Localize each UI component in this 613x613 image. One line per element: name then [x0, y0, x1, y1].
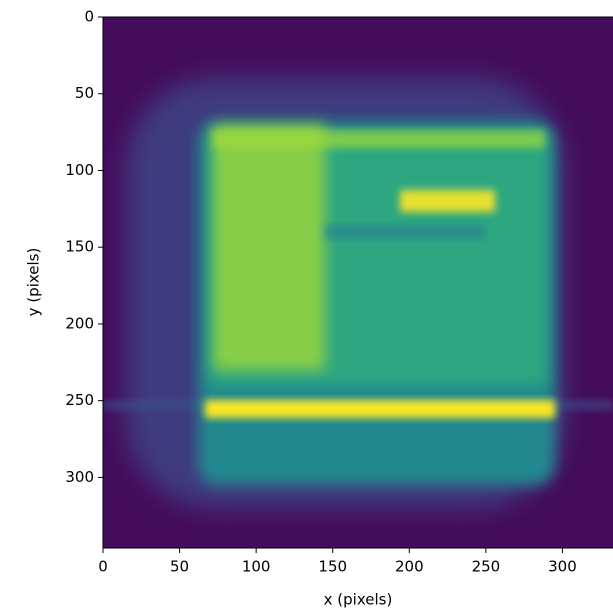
y-axis-label: y (pixels) — [25, 248, 43, 317]
x-tick-label: 0 — [98, 558, 108, 576]
x-tick-label: 250 — [472, 558, 501, 576]
x-tick-label: 150 — [318, 558, 347, 576]
x-axis-label: x (pixels) — [324, 591, 393, 609]
image-spot — [400, 190, 495, 212]
x-tick-label: 100 — [242, 558, 271, 576]
y-tick-label: 150 — [65, 238, 94, 256]
y-tick-label: 200 — [65, 314, 94, 332]
image-stripe — [213, 130, 545, 148]
image-dark-band — [325, 225, 485, 239]
x-tick-label: 200 — [395, 558, 424, 576]
x-tick-label: 50 — [170, 558, 189, 576]
image-bright-stripe — [205, 400, 555, 418]
image — [103, 17, 613, 548]
y-tick-label: 50 — [75, 84, 94, 102]
y-tick-label: 100 — [65, 161, 94, 179]
image-bright-region — [213, 124, 325, 370]
y-tick-label: 250 — [65, 391, 94, 409]
x-tick-label: 300 — [548, 558, 577, 576]
y-tick-label: 300 — [65, 468, 94, 486]
y-tick-label: 0 — [84, 8, 94, 26]
